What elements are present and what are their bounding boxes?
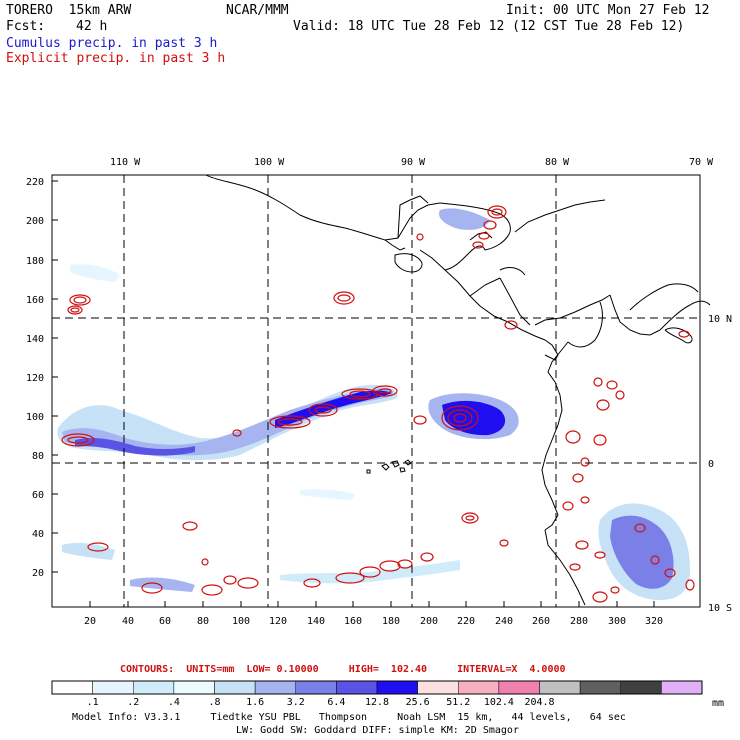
left-axis-labels: 220 200 180 160 140 120 100 80 60 40 20 (26, 177, 44, 579)
model-name: TORERO 15km ARW (6, 3, 132, 18)
latlon-grid (52, 175, 700, 607)
top-longitude-labels: 110 W 100 W 90 W 80 W 70 W (110, 157, 714, 168)
physics-info: LW: Godd SW: Goddard DIFF: simple KM: 2D… (236, 725, 519, 736)
colorbar-swatch (620, 680, 662, 695)
left-tick-20: 20 (32, 568, 44, 579)
colorbar-swatch (498, 680, 540, 695)
colorbar-frame (51, 680, 703, 695)
lon-label-70w: 70 W (689, 157, 714, 168)
left-tick-220: 220 (26, 177, 44, 188)
center-name: NCAR/MMM (226, 3, 289, 18)
colorbar-label: 1.6 (246, 697, 265, 708)
left-tick-60: 60 (32, 490, 44, 501)
bottom-tick-260: 260 (532, 616, 550, 627)
left-tick-180: 180 (26, 256, 44, 267)
bottom-tick-220: 220 (457, 616, 475, 627)
bottom-tick-100: 100 (232, 616, 250, 627)
right-latitude-labels: 10 N 0 10 S (708, 314, 732, 614)
colorbar-label: 51.2 (446, 697, 471, 708)
bottom-tick-60: 60 (159, 616, 171, 627)
left-tick-200: 200 (26, 216, 44, 227)
bottom-axis-labels: 20 40 60 80 100 120 140 160 180 200 220 … (84, 616, 663, 627)
colorbar-swatch (661, 680, 703, 695)
bottom-tick-320: 320 (645, 616, 663, 627)
lon-label-110w: 110 W (110, 157, 141, 168)
map-frame (51, 174, 701, 608)
colorbar-swatch (92, 680, 134, 695)
colorbar-label: .8 (208, 697, 221, 708)
colorbar-label: .2 (127, 697, 140, 708)
lat-label-0: 0 (708, 459, 714, 470)
colorbar-swatch (376, 680, 418, 695)
lat-label-10n: 10 N (708, 314, 732, 325)
colorbar-units: mm (711, 698, 725, 709)
left-tick-140: 140 (26, 334, 44, 345)
lon-label-80w: 80 W (545, 157, 570, 168)
bottom-tick-80: 80 (197, 616, 209, 627)
lon-label-100w: 100 W (254, 157, 285, 168)
galapagos-islands (366, 459, 412, 474)
colorbar-label: .1 (86, 697, 99, 708)
left-tick-160: 160 (26, 295, 44, 306)
left-tick-100: 100 (26, 412, 44, 423)
colorbar-swatch (173, 680, 215, 695)
lat-label-10s: 10 S (708, 603, 732, 614)
bottom-axis (89, 601, 655, 607)
left-axis (52, 180, 58, 573)
colorbar-swatch (458, 680, 500, 695)
colorbar-swatch (295, 680, 337, 695)
colorbar-swatch (539, 680, 581, 695)
colorbar-label: 204.8 (524, 697, 555, 708)
colorbar-label: 12.8 (364, 697, 390, 708)
model-info: Model Info: V3.3.1 Tiedtke YSU PBL Thomp… (72, 712, 626, 723)
bottom-tick-160: 160 (344, 616, 362, 627)
cumulus-field-title: Cumulus precip. in past 3 h (6, 36, 218, 51)
left-tick-120: 120 (26, 373, 44, 384)
colorbar-label: .4 (167, 697, 180, 708)
cumulus-precip-shading (57, 208, 690, 600)
colorbar-swatch (417, 680, 459, 695)
colorbar-swatch (579, 680, 621, 695)
colorbar-swatch (51, 680, 93, 695)
lon-label-90w: 90 W (401, 157, 426, 168)
bottom-tick-300: 300 (608, 616, 626, 627)
bottom-tick-180: 180 (382, 616, 400, 627)
bottom-tick-20: 20 (84, 616, 96, 627)
explicit-field-title: Explicit precip. in past 3 h (6, 51, 226, 66)
bottom-tick-140: 140 (307, 616, 325, 627)
forecast-hours: 42 h (76, 19, 108, 34)
colorbar-swatch (254, 680, 296, 695)
colorbar-swatch (336, 680, 378, 695)
colorbar-label: 6.4 (327, 697, 346, 708)
valid-time: Valid: 18 UTC Tue 28 Feb 12 (12 CST Tue … (293, 19, 685, 34)
colorbar-swatch (133, 680, 175, 695)
contours-info: CONTOURS: UNITS=mm LOW= 0.10000 HIGH= 10… (120, 664, 566, 675)
bottom-tick-200: 200 (420, 616, 438, 627)
colorbar-label: 3.2 (286, 697, 305, 708)
colorbar-label: 102.4 (483, 697, 514, 708)
colorbar-swatch (214, 680, 256, 695)
bottom-tick-280: 280 (570, 616, 588, 627)
colorbar (51, 680, 703, 695)
init-time: Init: 00 UTC Mon 27 Feb 12 (506, 3, 710, 18)
explicit-precip-contours (61, 205, 695, 603)
left-tick-40: 40 (32, 529, 44, 540)
bottom-tick-120: 120 (269, 616, 287, 627)
colorbar-label: 25.6 (405, 697, 430, 708)
bottom-tick-40: 40 (122, 616, 134, 627)
forecast-label: Fcst: (6, 19, 46, 34)
bottom-tick-240: 240 (495, 616, 513, 627)
left-tick-80: 80 (32, 451, 44, 462)
